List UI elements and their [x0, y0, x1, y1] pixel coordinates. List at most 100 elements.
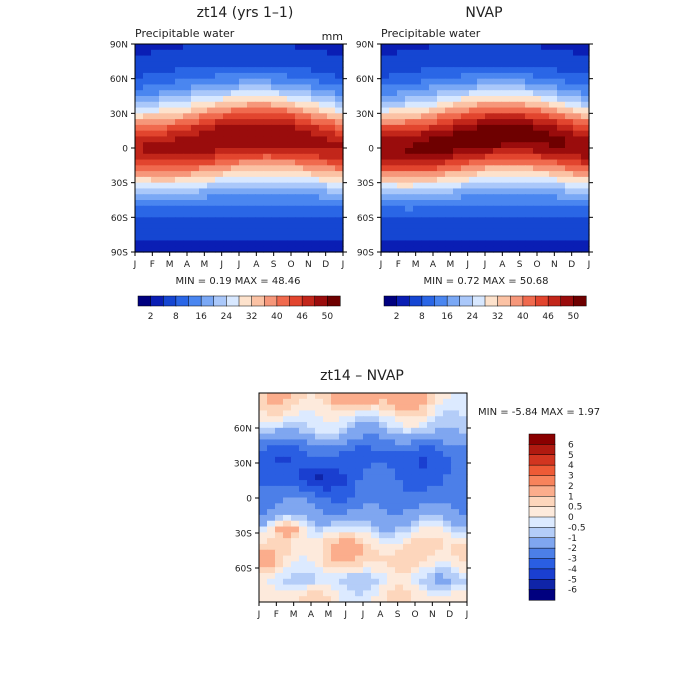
heatmap-cell — [371, 549, 380, 557]
heatmap-cell — [151, 107, 160, 114]
heatmap-cell — [413, 211, 422, 218]
heatmap-cell — [191, 67, 200, 74]
heatmap-cell — [397, 217, 406, 224]
heatmap-cell — [183, 246, 192, 253]
heatmap-cell — [443, 567, 452, 574]
heatmap-cell — [135, 101, 144, 109]
heatmap-cell — [437, 84, 446, 91]
heatmap-cell — [267, 468, 276, 475]
heatmap-cell — [311, 246, 320, 253]
heatmap-cell — [573, 240, 582, 247]
heatmap-cell — [549, 165, 558, 172]
heatmap-cell — [355, 398, 364, 406]
heatmap-cell — [239, 200, 248, 207]
heatmap-cell — [223, 61, 232, 68]
heatmap-cell — [279, 72, 288, 80]
heatmap-cell — [557, 142, 566, 149]
heatmap-cell — [239, 148, 248, 155]
heatmap-cell — [381, 78, 390, 86]
heatmap-cell — [323, 456, 332, 464]
heatmap-cell — [363, 543, 372, 551]
heatmap-cell — [259, 462, 268, 470]
heatmap-cell — [319, 217, 328, 224]
heatmap-cell — [175, 188, 184, 195]
heatmap-cell — [263, 119, 272, 126]
heatmap-cell — [239, 211, 248, 218]
heatmap-cell — [307, 480, 316, 487]
heatmap-cell — [283, 497, 292, 504]
heatmap-cell — [299, 491, 308, 499]
heatmap-cell — [283, 439, 292, 446]
heatmap-cell — [435, 433, 444, 441]
heatmap-cell — [549, 67, 558, 74]
heatmap-cell — [443, 462, 452, 470]
heatmap-cell — [395, 485, 404, 493]
heatmap-cell — [259, 427, 268, 435]
heatmap-cell — [389, 182, 398, 190]
heatmap-cell — [387, 549, 396, 557]
heatmap-cell — [307, 456, 316, 464]
colorbar-swatch — [573, 295, 587, 307]
heatmap-cell — [295, 44, 304, 51]
heatmap-cell — [541, 153, 550, 161]
heatmap-cell — [413, 130, 422, 138]
heatmap-cell — [459, 456, 468, 464]
heatmap-cell — [405, 84, 414, 91]
colorbar-level-label: -6 — [568, 586, 577, 596]
heatmap-cell — [191, 49, 200, 57]
heatmap-cell — [395, 526, 404, 533]
heatmap-cell — [263, 165, 272, 172]
heatmap-cell — [557, 148, 566, 155]
heatmap-cell — [419, 555, 428, 562]
heatmap-cell — [493, 211, 502, 218]
heatmap-cell — [395, 596, 404, 603]
heatmap-cell — [469, 148, 478, 155]
heatmap-cell — [283, 491, 292, 499]
heatmap-cell — [135, 211, 144, 218]
heatmap-cell — [477, 84, 486, 91]
heatmap-cell — [477, 72, 486, 80]
heatmap-cell — [143, 205, 152, 213]
heatmap-cell — [339, 474, 348, 481]
heatmap-cell — [493, 188, 502, 195]
heatmap-cell — [389, 44, 398, 51]
heatmap-cell — [525, 124, 534, 132]
heatmap-cell — [231, 234, 240, 242]
heatmap-cell — [371, 404, 380, 412]
heatmap-cell — [135, 78, 144, 86]
heatmap-cell — [135, 159, 144, 166]
heatmap-cell — [207, 113, 216, 120]
heatmap-cell — [335, 234, 344, 242]
heatmap-cell — [517, 136, 526, 143]
heatmap-cell — [437, 72, 446, 80]
heatmap-cell — [387, 538, 396, 545]
heatmap-cell — [347, 561, 356, 568]
heatmap-cell — [387, 468, 396, 475]
heatmap-cell — [437, 205, 446, 213]
heatmap-cell — [291, 474, 300, 481]
heatmap-cell — [311, 228, 320, 236]
heatmap-cell — [413, 217, 422, 224]
heatmap-cell — [275, 520, 284, 528]
heatmap-cell — [443, 497, 452, 504]
heatmap-cell — [549, 113, 558, 120]
heatmap-cell — [387, 416, 396, 423]
heatmap-cell — [311, 159, 320, 166]
heatmap-cell — [485, 124, 494, 132]
heatmap-cell — [387, 480, 396, 487]
colorbar-swatch — [528, 496, 556, 508]
heatmap-cell — [533, 148, 542, 155]
heatmap-cell — [271, 188, 280, 195]
heatmap-cell — [299, 462, 308, 470]
heatmap-cell — [339, 567, 348, 574]
heatmap-cell — [411, 410, 420, 417]
heatmap-cell — [459, 491, 468, 499]
heatmap-cell — [427, 491, 436, 499]
heatmap-cell — [159, 176, 168, 184]
heatmap-cell — [331, 410, 340, 417]
heatmap-cell — [549, 211, 558, 218]
heatmap-cell — [319, 130, 328, 138]
heatmap-cell — [135, 61, 144, 68]
heatmap-cell — [331, 509, 340, 516]
